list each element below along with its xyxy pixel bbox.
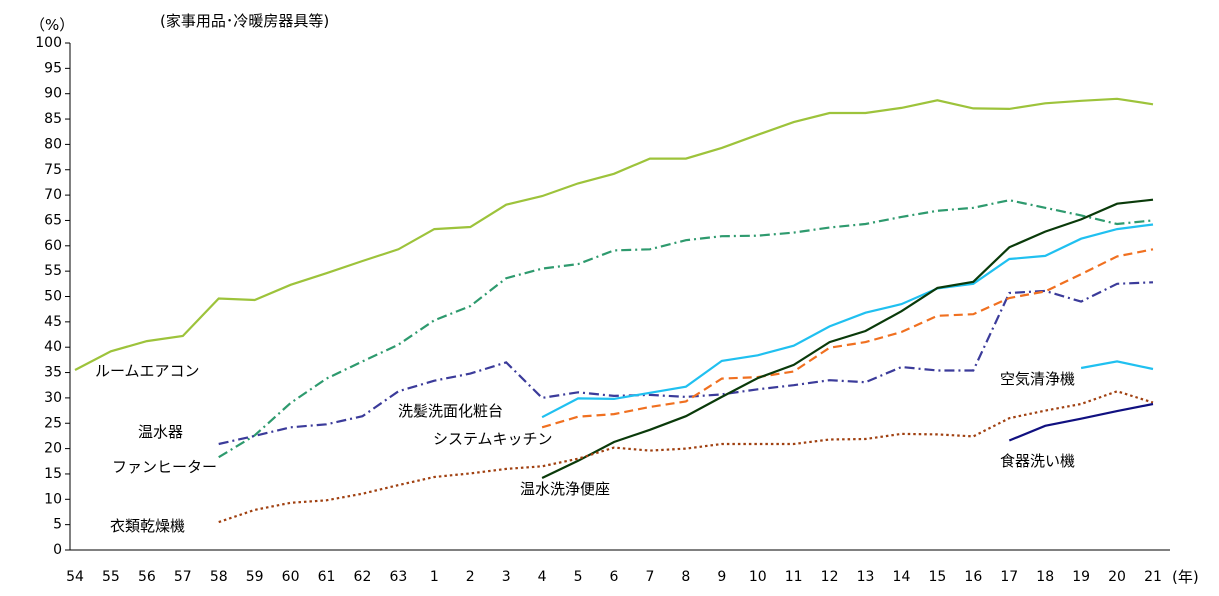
x-tick-label: 1 xyxy=(430,569,439,585)
x-tick-label: 13 xyxy=(857,569,875,585)
x-tick-label: 15 xyxy=(928,569,946,585)
x-tick-label: 10 xyxy=(749,569,767,585)
y-tick-label: 0 xyxy=(53,542,62,558)
x-tick-label: 60 xyxy=(282,569,300,585)
x-tick-label: 57 xyxy=(174,569,192,585)
series-line xyxy=(218,281,1154,446)
x-tick-label: 8 xyxy=(681,569,690,585)
series-label: 衣類乾燥機 xyxy=(110,517,185,535)
x-tick-label: 21 xyxy=(1144,569,1162,585)
x-tick-label: 11 xyxy=(785,569,803,585)
x-tick-label: 59 xyxy=(246,569,264,585)
series-label: システムキッチン xyxy=(433,430,553,448)
x-tick-label: 4 xyxy=(538,569,547,585)
x-tick-label: 7 xyxy=(645,569,654,585)
y-tick-label: 55 xyxy=(44,263,62,279)
x-tick-label: 14 xyxy=(893,569,911,585)
y-tick-label: 20 xyxy=(44,441,62,457)
x-tick-label: 18 xyxy=(1036,569,1054,585)
series-label: 洗髪洗面化粧台 xyxy=(398,402,503,420)
series-line xyxy=(1080,360,1154,371)
x-tick-label: 12 xyxy=(821,569,839,585)
x-tick-label: 16 xyxy=(964,569,982,585)
series-line xyxy=(541,248,1154,429)
x-tick-label: 17 xyxy=(1000,569,1018,585)
series-line xyxy=(218,199,1154,459)
y-tick-label: 75 xyxy=(44,162,62,178)
series-label: 温水器 xyxy=(138,423,183,441)
y-unit: （%） xyxy=(30,16,74,34)
y-tick-label: 15 xyxy=(44,466,62,482)
x-tick-label: 9 xyxy=(717,569,726,585)
series-label: ファンヒーター xyxy=(112,458,217,476)
x-tick-label: 63 xyxy=(389,569,407,585)
x-tick-label: 19 xyxy=(1072,569,1090,585)
series-label: ルームエアコン xyxy=(95,362,200,380)
series-label: 空気清浄機 xyxy=(1000,370,1075,388)
series-label: 食器洗い機 xyxy=(1000,452,1075,470)
x-tick-label: 62 xyxy=(354,569,372,585)
y-tick-label: 80 xyxy=(44,136,62,152)
y-tick-label: 5 xyxy=(53,517,62,533)
y-tick-label: 95 xyxy=(44,60,62,76)
x-tick-label: 2 xyxy=(466,569,475,585)
x-tick-label: 20 xyxy=(1108,569,1126,585)
series-label: 温水洗浄便座 xyxy=(520,480,610,498)
y-tick-label: 85 xyxy=(44,111,62,127)
y-tick-label: 25 xyxy=(44,415,62,431)
x-tick-label: 56 xyxy=(138,569,156,585)
x-tick-label: 55 xyxy=(102,569,120,585)
x-tick-label: 54 xyxy=(66,569,84,585)
series-line xyxy=(74,97,1154,371)
x-tick-label: 58 xyxy=(210,569,228,585)
y-tick-label: 65 xyxy=(44,212,62,228)
y-tick-label: 90 xyxy=(44,86,62,102)
y-tick-label: 60 xyxy=(44,238,62,254)
x-tick-label: 3 xyxy=(502,569,511,585)
series-line xyxy=(541,223,1154,419)
y-tick-label: 100 xyxy=(35,35,62,51)
chart-title: (家事用品･冷暖房器具等) xyxy=(160,12,329,30)
x-tick-label: 6 xyxy=(610,569,619,585)
y-tick-label: 70 xyxy=(44,187,62,203)
series-line xyxy=(541,198,1154,479)
x-tick-label: 61 xyxy=(318,569,336,585)
y-tick-label: 40 xyxy=(44,339,62,355)
y-tick-label: 30 xyxy=(44,390,62,406)
y-tick-label: 50 xyxy=(44,289,62,305)
y-tick-label: 45 xyxy=(44,314,62,330)
y-tick-label: 10 xyxy=(44,491,62,507)
y-tick-label: 35 xyxy=(44,365,62,381)
x-unit: (年) xyxy=(1172,568,1199,586)
x-tick-label: 5 xyxy=(574,569,583,585)
series-line xyxy=(1008,402,1154,442)
